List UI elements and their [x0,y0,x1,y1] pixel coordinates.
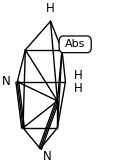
FancyBboxPatch shape [59,36,91,53]
Text: H: H [73,82,82,95]
Text: H: H [46,2,55,15]
Text: N: N [43,150,51,163]
Text: Abs: Abs [65,39,85,49]
Text: H: H [73,69,82,82]
Text: N: N [2,75,10,88]
